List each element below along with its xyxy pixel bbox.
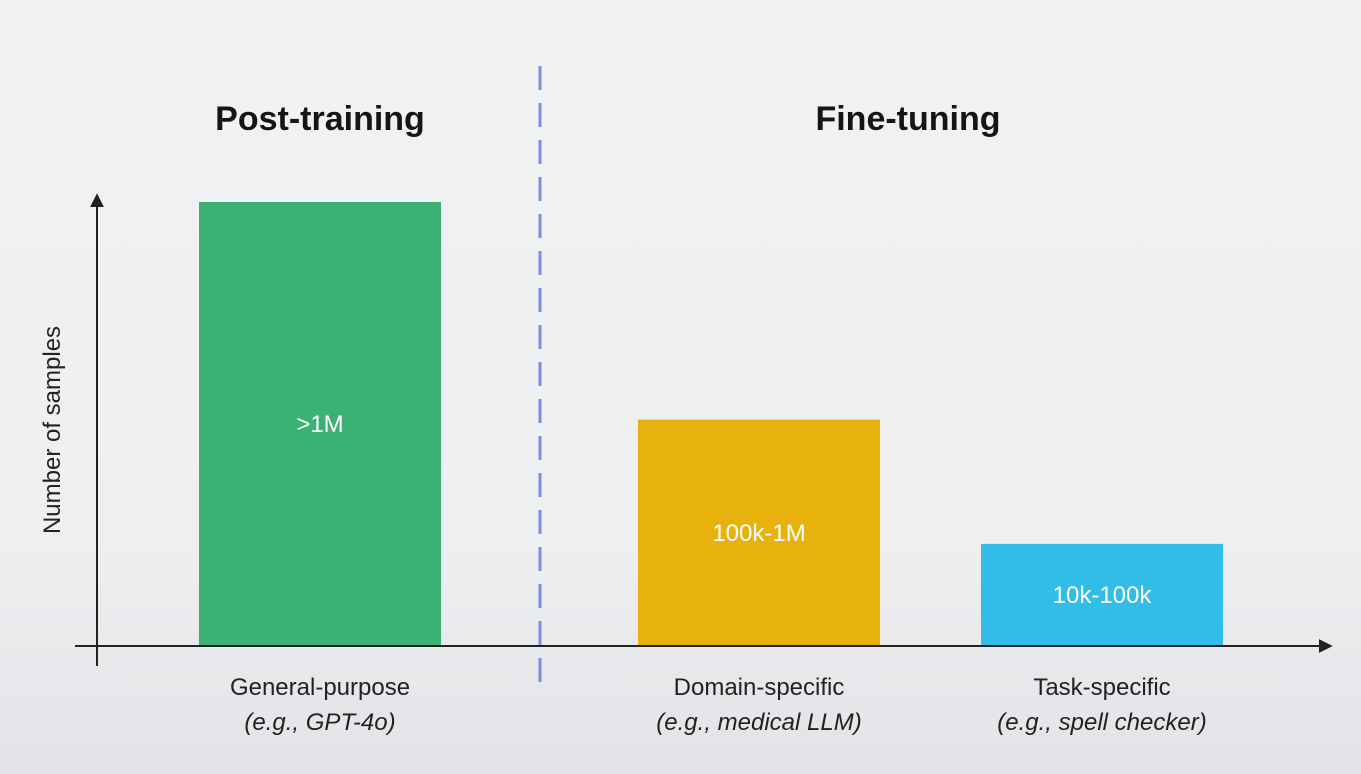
category-label-task-specific: Task-specific	[1033, 674, 1170, 701]
bar-general-purpose	[199, 202, 441, 646]
bar-labels: >1M 100k-1M 10k-100k	[296, 411, 1152, 609]
category-example-general-purpose: (e.g., GPT-4o)	[244, 709, 395, 736]
category-label-domain-specific: Domain-specific	[674, 674, 845, 701]
bar-domain-specific	[638, 419, 880, 646]
bars	[199, 202, 1223, 646]
y-axis-title: Number of samples	[39, 326, 66, 534]
category-label-general-purpose: General-purpose	[230, 674, 410, 701]
category-labels: General-purpose (e.g., GPT-4o) Domain-sp…	[230, 674, 1207, 736]
category-example-task-specific: (e.g., spell checker)	[997, 709, 1206, 736]
category-example-domain-specific: (e.g., medical LLM)	[656, 709, 861, 736]
section-title-fine-tuning: Fine-tuning	[815, 100, 1000, 138]
bar-task-specific	[981, 543, 1223, 646]
bar-value-label-task-specific: 10k-100k	[1053, 582, 1153, 609]
bar-value-label-domain-specific: 100k-1M	[712, 520, 805, 547]
section-title-post-training: Post-training	[215, 100, 425, 138]
bar-value-label-general-purpose: >1M	[296, 411, 343, 438]
